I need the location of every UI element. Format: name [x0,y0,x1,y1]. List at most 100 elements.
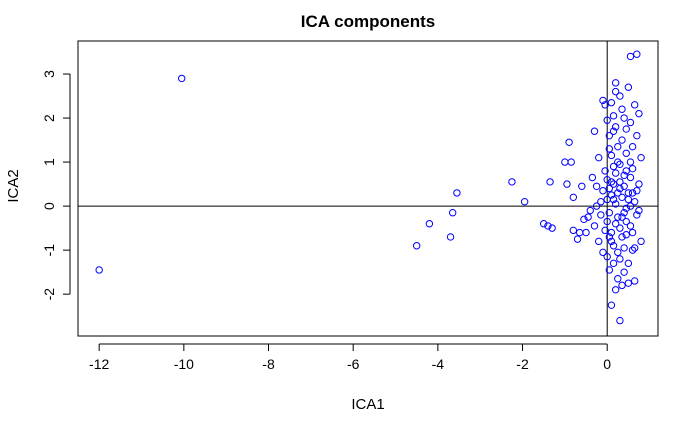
y-tick-label: 1 [41,158,57,166]
y-axis-label: ICA2 [5,169,22,202]
data-point [609,127,618,135]
data-point [628,228,637,237]
data-point [605,131,614,140]
data-point [609,180,618,188]
data-point [607,178,616,186]
data-point [637,237,645,246]
data-point [592,182,601,190]
data-point [601,101,609,109]
data-point [616,224,624,232]
data-point [605,145,614,153]
y-tick-label: -1 [41,244,57,257]
data-point [609,242,618,250]
data-point [603,116,611,124]
data-point [569,226,578,235]
data-point [620,268,628,276]
data-point [622,217,630,226]
data-point [453,189,461,197]
data-point [412,242,421,250]
x-tick-label: -12 [89,356,109,372]
data-point [635,180,643,188]
data-point [603,253,611,261]
data-point [626,118,635,127]
data-point [616,255,624,263]
data-point [620,171,628,179]
data-point [616,160,624,168]
data-point [599,96,607,105]
data-point [618,281,626,290]
data-point [609,112,618,120]
data-point [618,213,626,221]
data-point [624,195,633,204]
data-point [624,259,633,268]
data-point [633,50,641,58]
data-point [607,151,616,160]
data-point [618,136,626,144]
x-tick-label: 0 [603,356,611,372]
data-point [590,127,599,135]
data-point [575,228,584,237]
data-point [626,158,635,166]
data-point [425,220,434,228]
data-point [603,217,611,226]
data-point [592,202,601,210]
data-point [620,114,628,122]
data-point [544,222,552,230]
data-point [631,198,639,206]
data-point [599,187,607,195]
y-tick-label: -2 [41,288,57,301]
data-point [548,224,556,232]
data-point [616,92,624,100]
x-axis-label: ICA1 [351,396,384,413]
data-point [614,275,622,283]
data-point [607,191,616,199]
data-point [582,228,590,237]
data-point [635,206,643,215]
data-point [637,153,645,162]
data-point [628,142,637,151]
data-point [622,231,630,239]
data-point [611,200,620,208]
data-point [620,244,628,252]
data-point [618,193,626,202]
data-point [580,215,588,224]
data-point [631,244,639,252]
data-point [628,246,637,254]
data-point [597,211,605,219]
data-point [607,98,616,107]
data-point [614,142,622,151]
x-tick-label: -4 [432,356,445,372]
data-point [569,193,578,202]
data-point [611,220,620,228]
data-point [626,52,635,61]
data-point [448,209,457,217]
y-tick-label: 3 [41,70,57,78]
x-tick-label: -6 [347,356,360,372]
data-point [611,286,620,294]
data-point [603,175,611,184]
data-point [565,138,573,146]
data-point [609,162,618,171]
data-point [628,164,637,173]
data-point [628,189,637,197]
data-point [605,184,614,193]
data-point [626,173,635,182]
data-point [616,316,624,325]
data-point [614,213,622,221]
data-point [631,101,639,109]
data-point [614,189,622,197]
data-point [614,248,622,257]
data-point [561,158,569,166]
data-point [631,277,639,285]
data-point [520,198,529,206]
data-point [622,125,630,133]
data-point [607,228,616,237]
data-point [178,74,186,83]
data-point [590,222,599,230]
data-point [609,259,618,268]
y-tick-label: 0 [41,202,57,210]
x-tick-label: -2 [516,356,529,372]
data-point [605,266,614,274]
